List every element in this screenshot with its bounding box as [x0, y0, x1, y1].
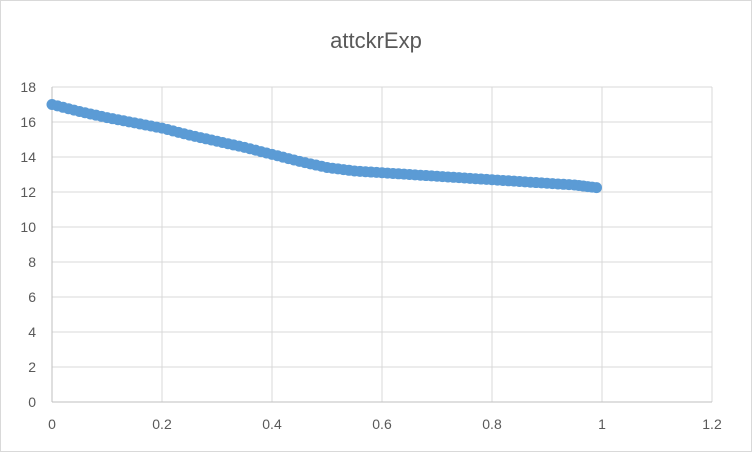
data-point — [591, 182, 602, 194]
x-tick-label: 0.2 — [152, 416, 172, 432]
tick-labels: 0 2 4 6 8 10 12 14 16 18 0 0.2 0.4 0.6 0.8 1 1.2 — [20, 79, 722, 432]
y-tick-label: 6 — [28, 289, 36, 305]
x-tick-label: 0.6 — [372, 416, 392, 432]
axes — [51, 87, 712, 403]
x-tick-label: 0 — [48, 416, 56, 432]
y-tick-label: 10 — [20, 219, 36, 235]
y-tick-label: 0 — [28, 394, 36, 410]
y-tick-label: 18 — [20, 79, 36, 95]
y-tick-label: 4 — [28, 324, 36, 340]
y-tick-label: 16 — [20, 114, 36, 130]
y-tick-label: 12 — [20, 184, 36, 200]
gridlines — [52, 86, 713, 402]
x-tick-label: 0.8 — [482, 416, 502, 432]
y-tick-label: 2 — [28, 359, 36, 375]
y-tick-label: 8 — [28, 254, 36, 270]
y-tick-label: 14 — [20, 149, 36, 165]
x-tick-label: 0.4 — [262, 416, 282, 432]
x-tick-label: 1.2 — [702, 416, 722, 432]
x-tick-label: 1 — [598, 416, 606, 432]
chart-title: attckrExp — [330, 28, 422, 53]
data-series — [46, 99, 602, 194]
